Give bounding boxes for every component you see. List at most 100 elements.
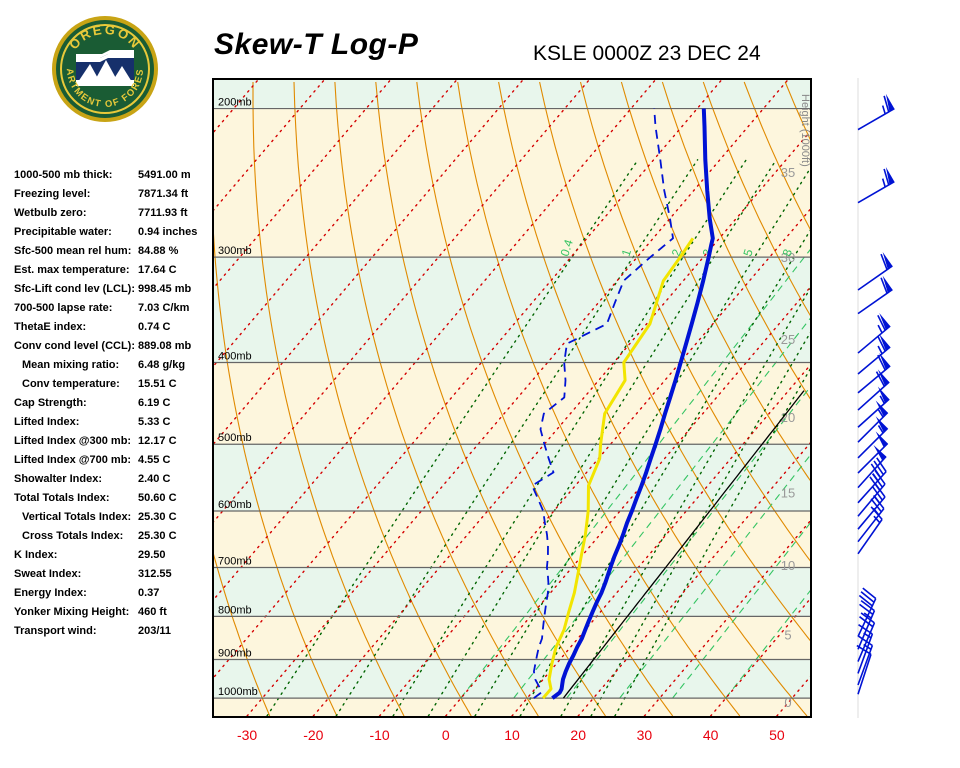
index-label: Lifted Index @700 mb:: [14, 453, 132, 466]
index-row: Precipitable water: 0.94 inches: [14, 222, 210, 241]
isotherm: [246, 80, 789, 716]
isotherm: [214, 80, 325, 211]
index-label: Conv temperature:: [22, 377, 120, 390]
isotherm: [445, 286, 810, 716]
index-label: K Index:: [14, 548, 58, 561]
height-tick-label: 30: [781, 250, 795, 265]
isotherm: [378, 208, 810, 716]
wind-barb: [857, 445, 887, 489]
wind-barb: [857, 416, 889, 459]
pressure-label: 400mb: [218, 350, 252, 362]
oregon-dept-forestry-logo: OREGON DEPARTMENT OF FORESTRY: [50, 14, 158, 122]
dry-adiabat: [214, 233, 338, 716]
pressure-band: [214, 80, 810, 109]
wind-barb: [857, 431, 889, 474]
wind-barb: [857, 313, 891, 354]
index-row: Showalter Index: 2.40 C: [14, 469, 210, 488]
temperature-tick-label: 30: [637, 727, 653, 743]
pressure-band: [214, 659, 810, 699]
height-tick-label: 35: [781, 165, 795, 180]
index-row: ThetaE index: 0.74 C: [14, 317, 210, 336]
pressure-band: [214, 511, 810, 568]
index-label: Lifted Index @300 mb:: [14, 434, 132, 447]
index-label: Wetbulb zero:: [14, 206, 87, 219]
index-value: 12.17 C: [138, 434, 177, 447]
index-value: 5491.00 m: [138, 168, 191, 181]
index-value: 2.40 C: [138, 472, 171, 485]
wind-barb: [857, 166, 895, 204]
index-value: 5.33 C: [138, 415, 171, 428]
wind-barb: [857, 93, 895, 131]
index-label: ThetaE index:: [14, 320, 87, 333]
wind-barb: [857, 275, 893, 315]
wind-barb-panel: [856, 78, 895, 718]
index-value: 0.94 inches: [138, 225, 198, 238]
index-label: Sfc-500 mean rel hum:: [14, 244, 132, 257]
pressure-label: 600mb: [218, 499, 252, 511]
mixing-ratio-label: 8: [780, 247, 795, 258]
index-value: 25.30 C: [138, 510, 177, 523]
index-row: Total Totals Index: 50.60 C: [14, 488, 210, 507]
wind-barb: [857, 386, 890, 428]
pressure-label: 700mb: [218, 555, 252, 567]
wind-barb: [857, 333, 891, 375]
wind-barb: [857, 506, 883, 555]
wind-barb: [857, 251, 893, 291]
index-row: K Index: 29.50: [14, 545, 210, 564]
isotherm: [312, 130, 810, 716]
saturated-adiabat: [672, 522, 810, 699]
index-label: Freezing level:: [14, 187, 91, 200]
height-tick-label: 25: [781, 332, 795, 347]
dry-adiabat: [252, 82, 405, 716]
height-tick-label: 5: [784, 628, 791, 643]
index-row: Transport wind: 203/11: [14, 621, 210, 640]
dry-adiabat: [457, 81, 741, 716]
index-value: 889.08 mb: [138, 339, 192, 352]
dewpoint-trace: [531, 108, 674, 699]
temperature-tick-label: -30: [237, 727, 257, 743]
index-value: 25.30 C: [138, 529, 177, 542]
mixing-ratio-line: [474, 167, 810, 716]
dry-adiabat: [214, 553, 271, 716]
index-value: 7871.34 ft: [138, 187, 189, 200]
dry-adiabat: [661, 81, 810, 400]
index-row: Lifted Index: 5.33 C: [14, 412, 210, 431]
index-value: 312.55: [138, 567, 172, 580]
parcel-trace: [562, 390, 805, 699]
index-label: Vertical Totals Index:: [22, 510, 132, 523]
mixing-ratio-line: [392, 159, 747, 716]
mixing-ratio-label: 5: [740, 247, 755, 258]
mixing-ratio-line: [519, 229, 810, 716]
mixing-ratio-line: [335, 159, 699, 716]
wind-barb: [857, 400, 889, 443]
index-label: Cap Strength:: [14, 396, 87, 409]
wind-barb: [857, 352, 891, 394]
pressure-label: 800mb: [218, 604, 252, 616]
station-datetime: KSLE 0000Z 23 DEC 24: [533, 42, 761, 65]
mixing-ratio-label: 0.4: [557, 237, 576, 258]
index-value: 84.88 %: [138, 244, 179, 257]
temperature-tick-label: 50: [769, 727, 785, 743]
height-tick-label: 10: [781, 558, 795, 573]
index-label: Cross Totals Index:: [22, 529, 124, 542]
temperature-axis: -30 -20 -10 0 10 20 30 40 50: [237, 727, 785, 743]
mixing-ratio-label: 3: [700, 247, 715, 258]
temperature-trace: [551, 108, 715, 700]
isotherm: [214, 80, 392, 289]
index-row: 1000-500 mb thick: 5491.00 m: [14, 165, 210, 184]
index-value: 17.64 C: [138, 263, 177, 276]
index-label: Precipitable water:: [14, 225, 112, 238]
index-label: Sfc-Lift cond lev (LCL):: [14, 282, 135, 295]
dry-adiabat: [498, 81, 808, 716]
index-row: Freezing level: 7871.34 ft: [14, 184, 210, 203]
index-value: 6.48 g/kg: [138, 358, 186, 371]
index-row: Energy Index: 0.37: [14, 583, 210, 602]
index-row: Sfc-Lift cond lev (LCL): 998.45 mb: [14, 279, 210, 298]
index-row: Lifted Index @700 mb: 4.55 C: [14, 450, 210, 469]
pressure-label: 1000mb: [218, 686, 258, 698]
mixing-ratio-line: [266, 159, 639, 716]
pressure-label: 500mb: [218, 432, 252, 444]
dry-adiabat: [579, 81, 810, 562]
temperature-tick-label: 20: [570, 727, 586, 743]
wind-barb: [856, 644, 872, 695]
